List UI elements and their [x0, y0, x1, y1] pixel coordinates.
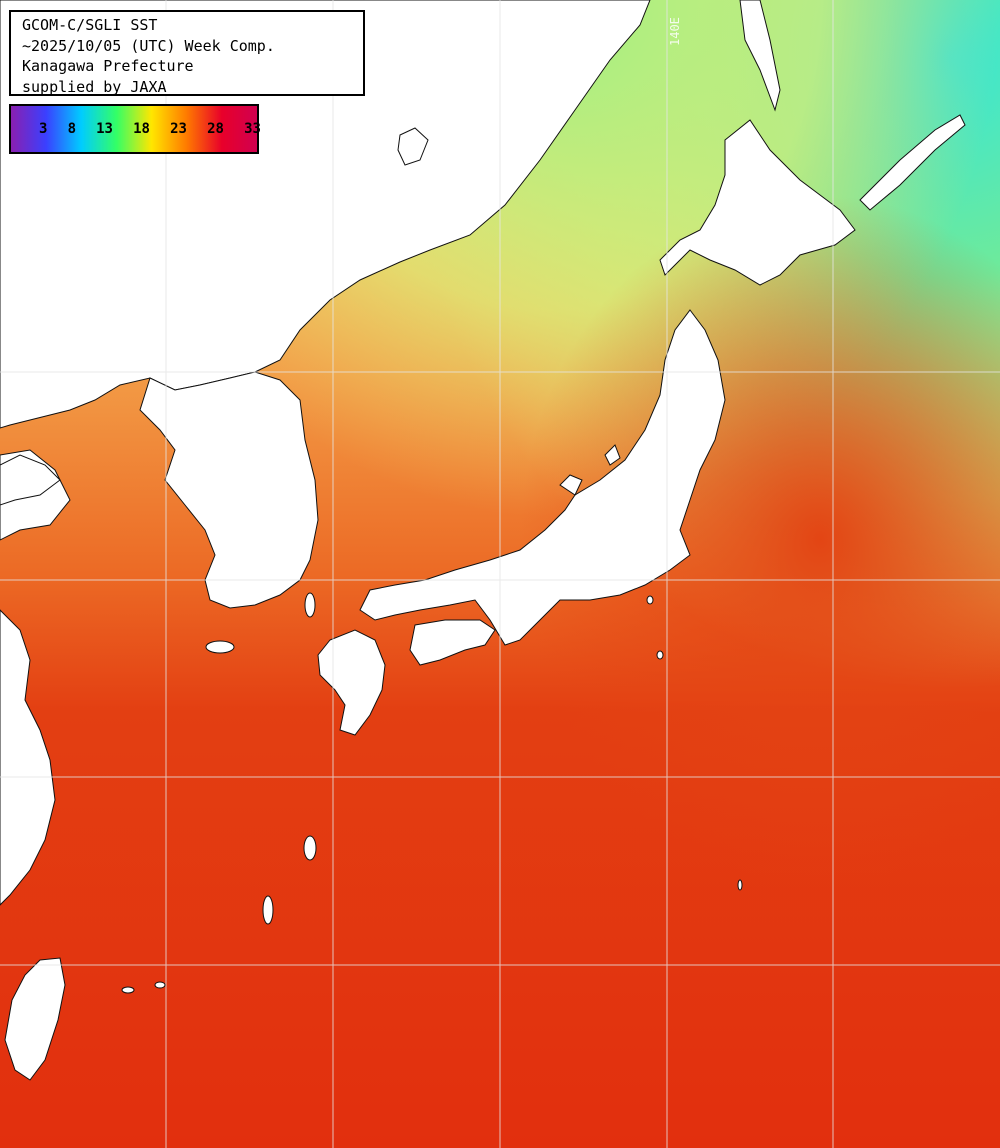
legend-tick: 13 [96, 121, 113, 137]
land-sado [604, 444, 621, 466]
land-amami [303, 835, 317, 861]
land-shikoku [409, 619, 496, 666]
land-kuril [859, 114, 966, 211]
legend-labels: 3 8 13 18 23 28 33 [39, 121, 261, 137]
latitude-label: 40N [9, 353, 31, 367]
legend-tick: 23 [170, 121, 187, 137]
title-date: ~2025/10/05 (UTC) Week Comp. [22, 36, 275, 55]
land-ogasawara [737, 879, 743, 891]
legend-tick: 18 [133, 121, 150, 137]
land-jeju [205, 640, 235, 654]
land-shandong [0, 454, 61, 506]
land-izu-oshima [646, 595, 654, 605]
legend-tick: 28 [207, 121, 224, 137]
land-okinawa [262, 895, 274, 925]
land-noto [559, 474, 583, 496]
land-hokkaido [659, 119, 856, 286]
land-china-coast [0, 449, 71, 906]
title-product: GCOM-C/SGLI SST [22, 16, 158, 34]
land-honshu [359, 309, 726, 646]
color-scale-legend: 3 8 13 18 23 28 33 [9, 104, 261, 154]
land-hachijo [656, 650, 664, 660]
legend-tick: 3 [39, 121, 48, 137]
land-kyushu [317, 629, 386, 736]
legend-tick: 33 [244, 121, 261, 137]
title-box: GCOM-C/SGLI SST ~2025/10/05 (UTC) Week C… [9, 10, 365, 96]
land-tsushima [304, 592, 316, 618]
land-ishigaki [121, 986, 135, 994]
title-region: Kanagawa Prefecture [22, 57, 194, 75]
longitude-label: 140E [668, 17, 682, 46]
land-north-island [397, 127, 429, 166]
land-sakhalin [739, 0, 781, 112]
legend-tick: 8 [67, 121, 76, 137]
title-credit: supplied by JAXA [22, 77, 167, 96]
land-taiwan [4, 957, 66, 1081]
land-miyako [154, 981, 166, 989]
